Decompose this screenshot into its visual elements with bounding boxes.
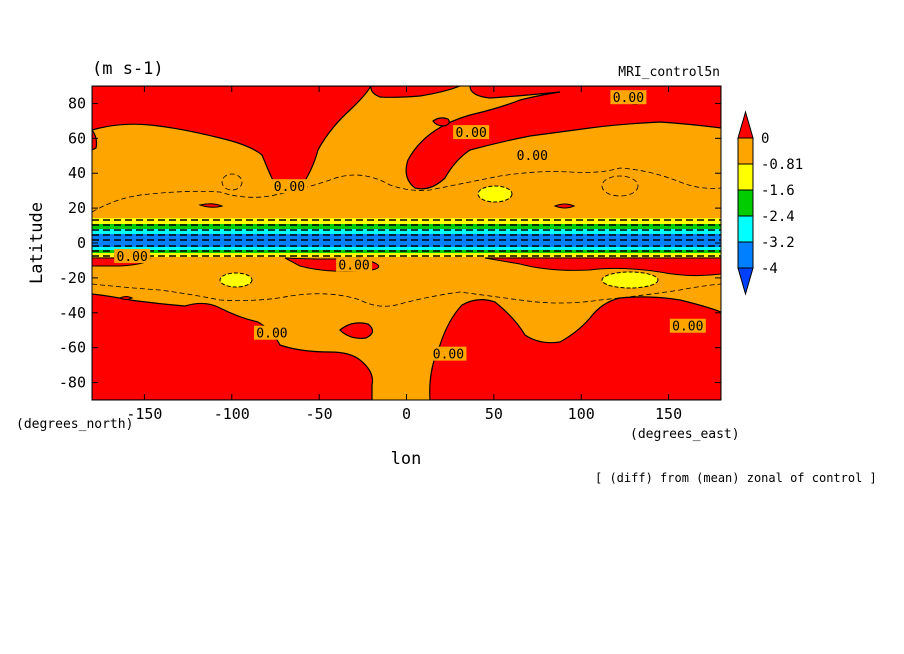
colorbar-label: -4 — [761, 261, 778, 277]
y-tick-label: 80 — [68, 94, 86, 112]
region-north-blob-1 — [432, 117, 450, 127]
dashed-contour-north — [92, 167, 721, 213]
region-south-small — [118, 296, 134, 300]
region-south-blob — [339, 322, 374, 339]
colorbar-top-arrow — [737, 110, 754, 139]
contour-label: 0.00 — [613, 91, 644, 106]
x-tick-label: 150 — [655, 405, 682, 423]
plot-area — [92, 86, 721, 400]
y-axis-label: Latitude — [27, 202, 47, 284]
y-tick-label: 0 — [77, 234, 86, 252]
region-north-small-1 — [198, 203, 224, 208]
footer-note: [ (diff) from (mean) zonal of control ] — [595, 471, 877, 485]
region-south-west — [92, 293, 374, 400]
contour-label-bg — [271, 179, 308, 194]
yellow-pocket-2 — [219, 272, 253, 288]
region-north-mid — [370, 86, 461, 98]
colorbar-label: -1.6 — [761, 183, 795, 199]
colorbar-label: -2.4 — [761, 209, 795, 225]
x-tick-label: 50 — [485, 405, 503, 423]
colorbar-segment — [737, 163, 754, 191]
band-yellow-south — [92, 253, 721, 257]
y-axis: -80 -60 -40 -20 0 20 40 60 80 — [59, 94, 721, 392]
region-north-small-2 — [553, 203, 576, 209]
band-yellow-north — [92, 218, 721, 226]
dataset-title: MRI_control5n — [618, 65, 720, 80]
yellow-pocket-3 — [601, 271, 659, 289]
y-tick-label: 20 — [68, 199, 86, 217]
band-blue — [92, 234, 721, 248]
band-cyan-south — [92, 247, 721, 251]
y-tick-label: -60 — [59, 339, 86, 357]
colorbar-segment — [737, 215, 754, 243]
contour-label-bg — [253, 325, 290, 340]
contour-label-bg — [453, 125, 490, 140]
colorbar-label: -3.2 — [761, 235, 795, 251]
contour-label: 0.00 — [117, 250, 148, 265]
colorbar-label: -0.81 — [761, 157, 803, 173]
y-tick-label: 60 — [68, 129, 86, 147]
colorbar-segment — [737, 189, 754, 217]
x-tick-label: -50 — [306, 405, 333, 423]
region-south-east — [429, 296, 721, 400]
contour-label: 0.00 — [517, 149, 548, 164]
contour-label-bg — [610, 90, 647, 105]
contour-label-bg — [114, 248, 151, 263]
y-tick-label: -20 — [59, 269, 86, 287]
region-eq-red-3 — [484, 257, 721, 277]
contour-label: 0.00 — [455, 126, 486, 141]
yellow-pocket-1 — [477, 185, 513, 203]
contour-label-bg — [514, 147, 551, 162]
y-tick-label: 40 — [68, 164, 86, 182]
x-tick-label: 100 — [568, 405, 595, 423]
region-north-left-edge — [92, 128, 98, 151]
contour-label-bg — [430, 346, 467, 361]
dashed-contour-ring-2 — [601, 175, 639, 197]
contour-labels: 0.00 0.00 0.00 0.00 0.00 0.00 0.00 0.00 0.00 — [114, 90, 706, 363]
contour-label-bg — [336, 257, 373, 272]
y-tick-label: -40 — [59, 304, 86, 322]
x-axis-label: lon — [391, 449, 422, 469]
region-north-east — [405, 86, 721, 190]
band-cyan-north — [92, 229, 721, 235]
x-unit-label: (degrees_east) — [630, 427, 740, 442]
contour-label: 0.00 — [256, 327, 287, 342]
dashed-contour-ring-1 — [221, 173, 243, 191]
units-title: (m s-1) — [92, 59, 164, 79]
band-green-north — [92, 224, 721, 230]
colorbar-segment — [737, 241, 754, 269]
colorbar-label: 0 — [761, 131, 769, 147]
orange-contour-lines — [92, 167, 721, 307]
contour-label: 0.00 — [338, 259, 369, 274]
x-axis: -150 -100 -50 0 50 100 150 — [126, 86, 682, 423]
x-tick-label: -150 — [126, 405, 162, 423]
y-tick-label: -80 — [59, 374, 86, 392]
x-tick-label: 0 — [402, 405, 411, 423]
contour-label: 0.00 — [433, 348, 464, 363]
colorbar: 0 -0.81 -1.6 -2.4 -3.2 -4 — [737, 110, 803, 296]
contour-label: 0.00 — [274, 180, 305, 195]
jet-contour-lines — [92, 219, 721, 257]
contour-label: 0.00 — [672, 320, 703, 335]
contour-label-bg — [669, 318, 706, 333]
band-green-south — [92, 250, 721, 254]
x-tick-label: -100 — [214, 405, 250, 423]
colorbar-segment — [737, 137, 754, 165]
colorbar-bottom-arrow — [737, 267, 754, 296]
y-unit-label: (degrees_north) — [16, 417, 133, 432]
